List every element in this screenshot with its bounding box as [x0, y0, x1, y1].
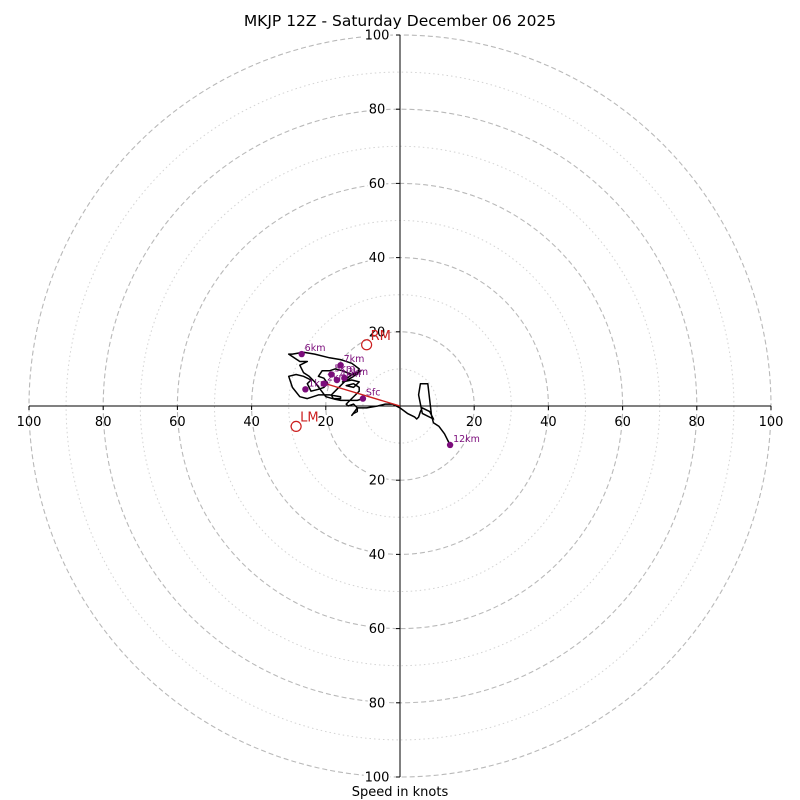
- wind-trace: [287, 351, 451, 446]
- x-tick-label: 100: [17, 415, 42, 430]
- chart-title: MKJP 12Z - Saturday December 06 2025: [244, 12, 556, 30]
- x-tick-label: 100: [759, 415, 784, 430]
- y-tick-label: 60: [369, 622, 386, 637]
- y-tick-label-bg: [367, 249, 387, 265]
- y-tick-label: 40: [369, 251, 386, 266]
- height-marker-label: 3km: [347, 367, 368, 378]
- x-tick-label: 40: [243, 415, 260, 430]
- y-tick-label: 100: [365, 29, 390, 44]
- height-marker-6km: [298, 350, 305, 358]
- height-marker-2km: [320, 380, 328, 387]
- x-tick-label: 20: [318, 415, 335, 430]
- y-tick-label-bg: [367, 175, 387, 191]
- height-markers: Sfc1km2km3km4km5km6km7km12km: [298, 343, 480, 449]
- wind-trace-line: [287, 351, 451, 446]
- y-tick-label: 80: [369, 696, 386, 711]
- x-tick-label: 40: [540, 415, 557, 430]
- y-tick-label-bg: [367, 620, 387, 636]
- lm-label: LM: [300, 410, 318, 425]
- y-tick-label: 80: [369, 103, 386, 118]
- y-tick-label: 20: [369, 325, 386, 340]
- y-tick-label: 100: [365, 771, 390, 786]
- x-tick-label: 80: [689, 415, 706, 430]
- y-tick-label-bg: [367, 101, 387, 117]
- y-tick-label-bg: [367, 472, 387, 488]
- y-tick-label-bg: [363, 27, 391, 42]
- height-marker-label: 1km: [308, 378, 329, 389]
- y-tick-label: 60: [369, 177, 386, 192]
- height-marker-5km: [328, 371, 335, 378]
- height-marker-label: 12km: [453, 434, 480, 445]
- y-tick-label-bg: [367, 694, 387, 710]
- height-marker-12km: [446, 441, 454, 449]
- y-tick-label-bg: [363, 769, 391, 784]
- x-axis-label: Speed in knots: [352, 785, 449, 800]
- x-tick-label: 60: [169, 415, 186, 430]
- height-marker-7km: [337, 361, 344, 369]
- y-tick-label-bg: [367, 323, 387, 339]
- mean-wind-line: [325, 383, 401, 407]
- height-marker-label: Sfc: [366, 388, 381, 399]
- y-tick-label-bg: [367, 546, 387, 562]
- rm-label: RM: [371, 329, 391, 344]
- height-marker-Sfc: [359, 395, 367, 402]
- y-tick-label: 20: [369, 474, 386, 489]
- height-marker-label: 6km: [305, 343, 326, 354]
- x-tick-label: 60: [614, 415, 631, 430]
- height-marker-4km: [333, 376, 341, 384]
- height-marker-label: 7km: [344, 354, 365, 365]
- x-tick-label: 80: [95, 415, 112, 430]
- height-marker-label: 5km: [334, 363, 355, 374]
- height-marker-3km: [341, 374, 348, 382]
- height-marker-label: 4km: [340, 369, 361, 380]
- storm-motion: RM LM: [290, 329, 401, 433]
- x-tick-label: 20: [466, 415, 483, 430]
- y-tick-label: 40: [369, 548, 386, 563]
- axes: 100 80 60 40 20 20 40 60 80 100 100 80 60 40 20 20 40 60 8…: [17, 27, 784, 786]
- lm-marker: [290, 420, 302, 433]
- rm-marker: [361, 339, 373, 351]
- height-marker-1km: [302, 386, 309, 393]
